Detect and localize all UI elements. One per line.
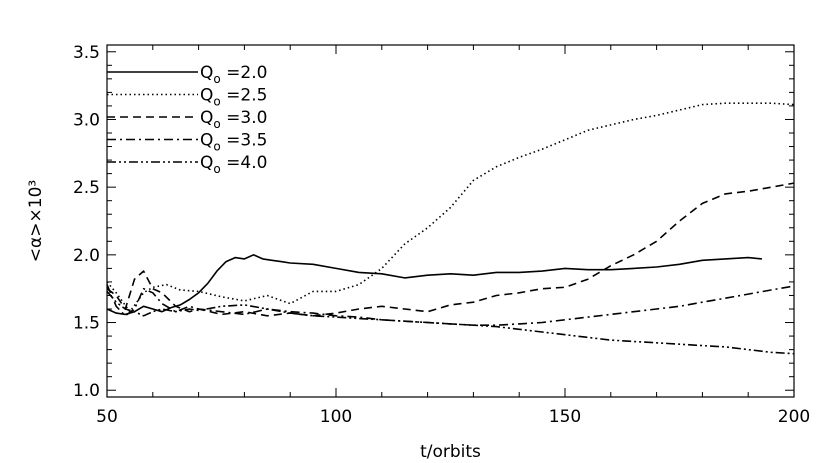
x-tick-label: 200 (778, 407, 810, 427)
x-tick-label: 150 (549, 407, 581, 427)
y-tick-label: 1.0 (73, 381, 100, 401)
y-tick-label: 2.5 (73, 178, 100, 198)
legend-label-main: Q (200, 108, 213, 128)
legend-label-sub: o (213, 117, 220, 131)
legend-label-3: Qo =3.5 (200, 131, 267, 154)
y-tick-label: 3.0 (73, 110, 100, 130)
legend-label-2: Qo =3.0 (200, 108, 267, 131)
legend-label-main: Q (200, 86, 213, 106)
legend-label-4: Qo =4.0 (200, 153, 267, 176)
legend-label-1: Qo =2.5 (200, 86, 267, 109)
legend-label-0: Qo =2.0 (200, 63, 267, 86)
y-tick-label: 2.0 (73, 246, 100, 266)
series-line-0 (106, 254, 762, 316)
legend-label-value: =3.0 (221, 108, 268, 128)
plot-frame (106, 44, 795, 398)
legend-label-value: =3.5 (221, 131, 268, 151)
y-tick-label: 3.5 (73, 43, 100, 63)
legend-label-value: =4.0 (221, 153, 268, 173)
legend-label-value: =2.0 (221, 63, 268, 83)
series-lines (106, 102, 795, 355)
series-line-2 (106, 182, 795, 317)
series-line-4 (106, 290, 795, 355)
x-axis-label: t/orbits (420, 442, 481, 462)
legend-label-sub: o (213, 95, 220, 109)
legend-label-main: Q (200, 63, 213, 83)
legend-label-sub: o (213, 72, 220, 86)
series-line-3 (106, 284, 795, 327)
y-tick-label: 1.5 (73, 314, 100, 334)
legend-label-main: Q (200, 153, 213, 173)
legend: Qo =2.0Qo =2.5Qo =3.0Qo =3.5Qo =4.0 (107, 63, 267, 176)
x-tick-label: 100 (320, 407, 352, 427)
legend-label-sub: o (213, 162, 220, 176)
y-axis-label: <α>×10³ (26, 180, 46, 262)
series-line-1 (106, 102, 795, 313)
legend-label-sub: o (213, 140, 220, 154)
legend-label-value: =2.5 (221, 86, 268, 106)
axis-ticks: 50 100 150 200 1.0 1.5 2.0 2.5 3.0 3.5 (73, 43, 810, 427)
x-tick-label: 50 (96, 407, 118, 427)
legend-label-main: Q (200, 131, 213, 151)
